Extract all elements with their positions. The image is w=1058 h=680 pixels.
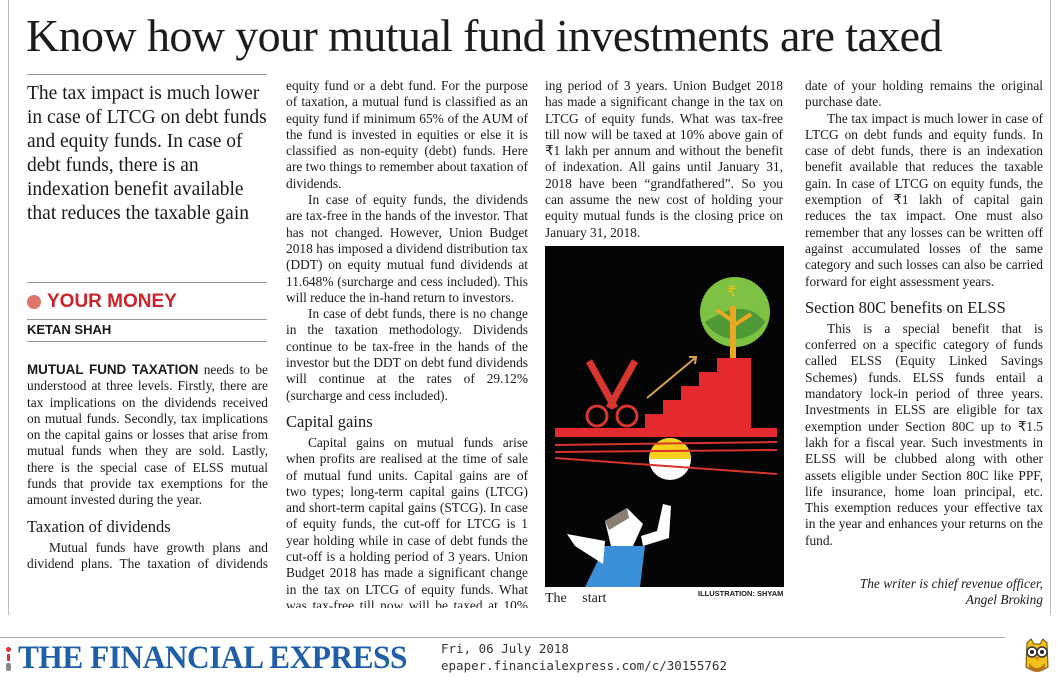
illustration-caption: The start: [545, 591, 607, 606]
rupee-icon: ₹: [727, 284, 736, 300]
column-2: equity fund or a debt fund. For the purp…: [286, 78, 528, 608]
headline: Know how your mutual fund investments ar…: [26, 10, 942, 61]
arrow: [646, 357, 696, 399]
edition-date: Fri, 06 July 2018: [441, 641, 569, 656]
brand-logo[interactable]: THE FINANCIAL EXPRESS: [4, 640, 427, 676]
page-border-left: [8, 0, 9, 615]
intro-paragraph: MUTUAL FUND TAXATION needs to be underst…: [27, 362, 268, 509]
subhead-dividends: Taxation of dividends: [27, 516, 171, 536]
divider: [27, 341, 267, 342]
subhead-elss: Section 80C benefits on ELSS: [805, 297, 1006, 317]
footer-divider: [0, 637, 1005, 638]
man-figure: [567, 504, 671, 587]
paragraph: The tax impact is much lower in case of …: [805, 110, 1043, 289]
illustration-credit: ILLUSTRATION: SHYAM: [698, 589, 784, 598]
page-border-right: [1050, 0, 1051, 615]
author-note: The writer is chief revenue officer, Ange…: [805, 576, 1043, 609]
author-note-line: Angel Broking: [965, 592, 1043, 608]
section-label: YOUR MONEY: [47, 291, 177, 312]
scissors-icon: [585, 359, 639, 410]
author-note-line: The writer is chief revenue officer,: [859, 576, 1043, 591]
divider: [27, 74, 267, 75]
paragraph-continued: equity fund or a debt fund. For the purp…: [286, 78, 528, 191]
intro-text: needs to be understood at three levels. …: [27, 362, 268, 508]
owl-mascot-icon[interactable]: [1021, 637, 1053, 680]
byline: KETAN SHAH: [27, 322, 112, 337]
intro-caps: MUTUAL FUND TAXATION: [27, 362, 199, 377]
paragraph-continued: date of your holding remains the origina…: [805, 78, 1043, 110]
column-3: ing period of 3 years. Union Budget 2018…: [545, 78, 783, 242]
divider: [27, 282, 267, 283]
edition-info: Fri, 06 July 2018 epaper.financialexpres…: [441, 640, 727, 674]
standfirst: The tax impact is much lower in case of …: [27, 83, 267, 224]
paragraph: Mutual funds have growth plans and divid…: [27, 539, 268, 574]
column-4: date of your holding remains the origina…: [805, 78, 1043, 574]
section-kicker: YOUR MONEY: [27, 291, 177, 313]
staircase: [645, 358, 751, 428]
brand-mark-icon: [4, 643, 12, 673]
paragraph: In case of debt funds, there is no chang…: [286, 306, 528, 403]
paragraph: This is a special benefit that is confer…: [805, 320, 1043, 548]
paragraph: In case of equity funds, the dividends a…: [286, 192, 528, 305]
bullet-dot-icon: [27, 295, 41, 309]
paragraph: Capital gains on mutual funds arise when…: [286, 434, 528, 608]
illustration: ₹: [545, 246, 784, 587]
divider: [27, 319, 267, 320]
subhead-capital-gains: Capital gains: [286, 411, 373, 431]
column-1: MUTUAL FUND TAXATION needs to be underst…: [27, 362, 268, 612]
brand-name: THE FINANCIAL EXPRESS: [18, 640, 407, 676]
edition-url[interactable]: epaper.financialexpress.com/c/30155762: [441, 658, 727, 673]
paragraph-continued: ing period of 3 years. Union Budget 2018…: [545, 78, 783, 240]
